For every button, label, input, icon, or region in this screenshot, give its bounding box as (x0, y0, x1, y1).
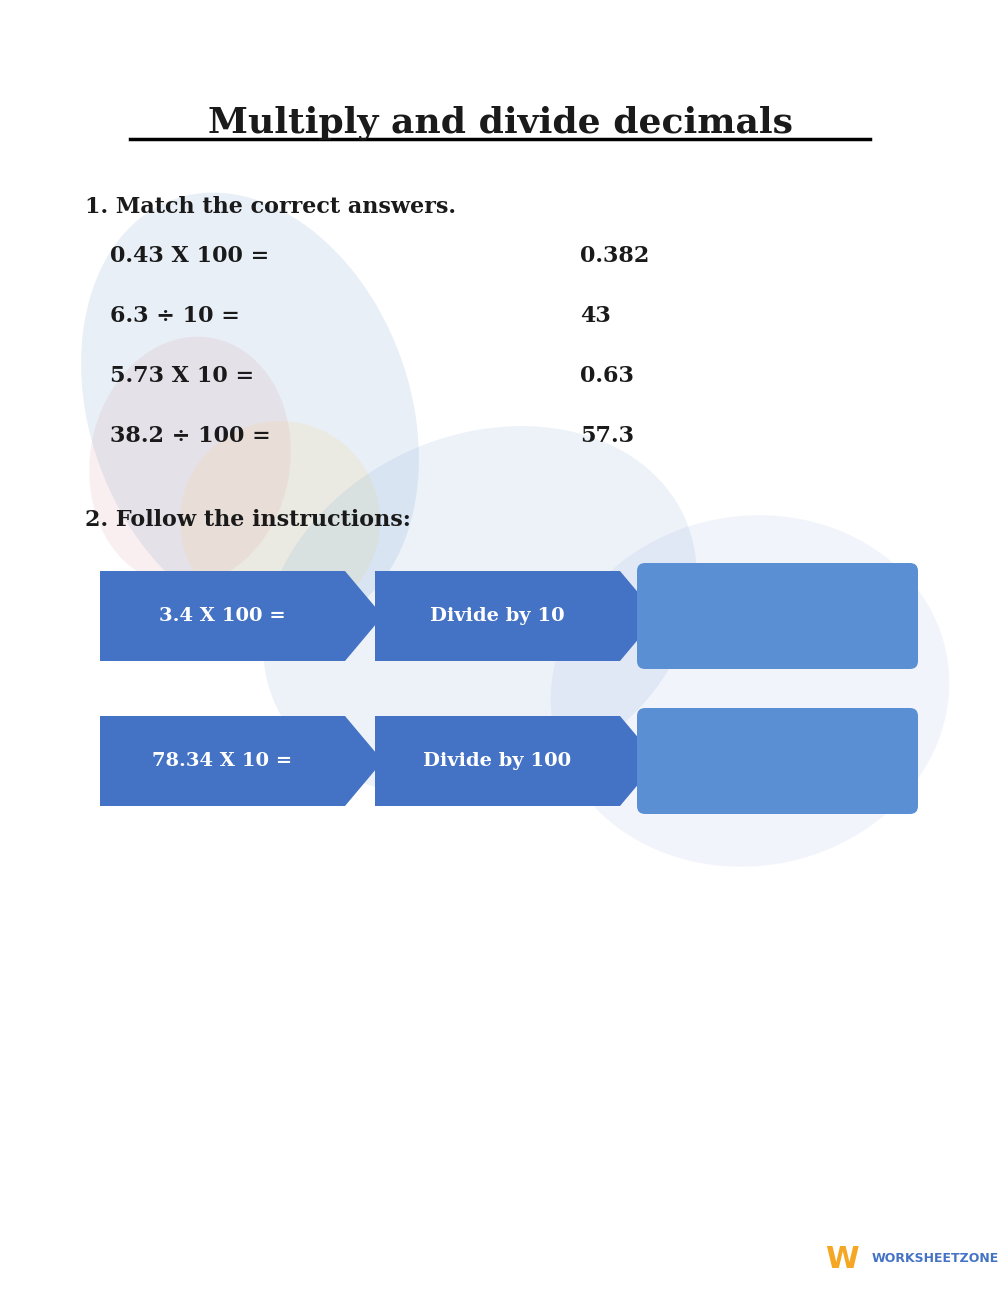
Ellipse shape (180, 421, 380, 621)
Text: W: W (825, 1245, 859, 1273)
Text: 57.3: 57.3 (580, 425, 634, 447)
Text: Divide by 100: Divide by 100 (423, 751, 572, 769)
Text: 43: 43 (580, 305, 611, 327)
Polygon shape (375, 571, 658, 661)
FancyBboxPatch shape (637, 563, 918, 669)
Ellipse shape (551, 515, 949, 866)
Text: 6.3 ÷ 10 =: 6.3 ÷ 10 = (110, 305, 240, 327)
Text: 1. Match the correct answers.: 1. Match the correct answers. (85, 196, 456, 218)
Text: 38.2 ÷ 100 =: 38.2 ÷ 100 = (110, 425, 271, 447)
Polygon shape (375, 717, 658, 806)
Text: WORKSHEETZONE: WORKSHEETZONE (871, 1252, 999, 1265)
Text: 5.73 X 10 =: 5.73 X 10 = (110, 365, 254, 387)
Text: 3.4 X 100 =: 3.4 X 100 = (159, 607, 286, 625)
Text: 2. Follow the instructions:: 2. Follow the instructions: (85, 509, 411, 531)
Text: 0.63: 0.63 (580, 365, 634, 387)
Text: 0.382: 0.382 (580, 245, 649, 267)
Text: 0.43 X 100 =: 0.43 X 100 = (110, 245, 269, 267)
Ellipse shape (81, 192, 419, 630)
Ellipse shape (89, 337, 291, 585)
FancyBboxPatch shape (637, 707, 918, 815)
Text: Multiply and divide decimals: Multiply and divide decimals (208, 106, 792, 141)
Polygon shape (100, 571, 383, 661)
Ellipse shape (263, 426, 697, 797)
Text: 78.34 X 10 =: 78.34 X 10 = (152, 751, 293, 769)
Polygon shape (100, 717, 383, 806)
Text: Divide by 10: Divide by 10 (430, 607, 565, 625)
